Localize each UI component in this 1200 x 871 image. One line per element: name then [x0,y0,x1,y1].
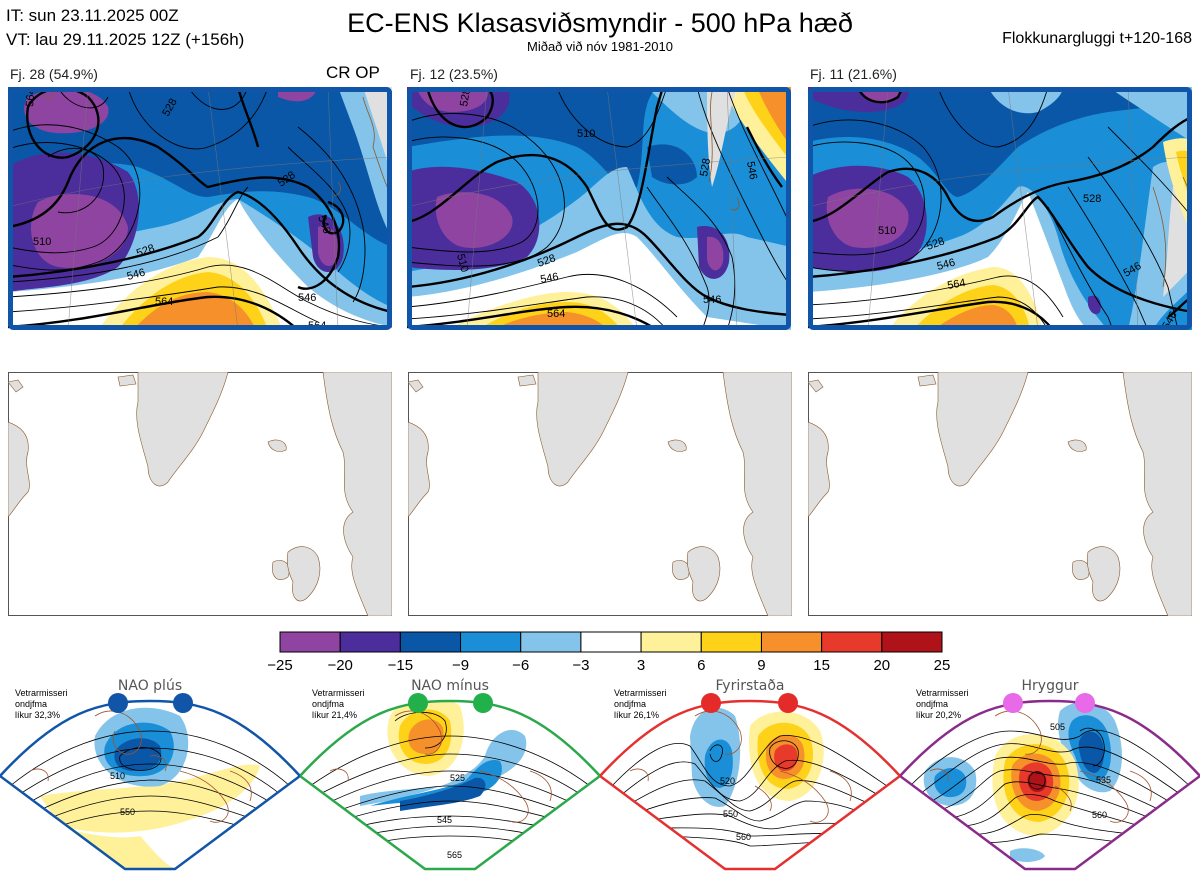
colorbar-bin [700,631,762,653]
contour-label: 550 [723,809,738,819]
regime-name: NAO plús [118,678,182,694]
colorbar-bin [640,631,702,653]
colorbar-bin [339,631,401,653]
contour-label: 565 [447,850,462,860]
page-subtitle: Miðað við nóv 1981-2010 [527,39,673,54]
contour-label: 564 [946,277,966,292]
colorbar-tick-label: 25 [934,657,951,674]
colorbar-bin [520,631,582,653]
regime-text: Vetrarmisseri [312,688,365,698]
regime-probability: líkur 21,4% [312,710,357,720]
colorbar-tick-label: −15 [388,657,413,674]
regime-ridge: Hryggur Vetrarmisseri ondjfma líkur 20,2… [900,678,1200,871]
colorbar-tick-label: 9 [757,657,765,674]
colorbar-tick-label: −20 [327,657,352,674]
contour-label: 564 [155,296,173,308]
colorbar-tick-label: 6 [697,657,705,674]
empty-map-2 [408,372,792,616]
contour-label: 546 [126,267,147,283]
contour-label: 505 [1050,722,1065,732]
contour-label: 560 [1092,810,1107,820]
colorbar-tick-label: 20 [873,657,890,674]
contour-label: 546 [936,257,957,273]
colorbar-tick-label: −9 [452,657,469,674]
empty-map-3 [808,372,1192,616]
contour-label: 545 [437,815,452,825]
regime-probability: líkur 32,3% [15,710,60,720]
cluster-3-map: 510 528 546 564 528 546 546 [808,87,1192,330]
contour-label: 564 [547,308,565,320]
contour-label: 546 [703,294,721,306]
contour-label: 520 [720,776,735,786]
colorbar-tick-label: −6 [512,657,529,674]
colorbar-tick-label: 3 [637,657,645,674]
regime-probability: líkur 20,2% [916,710,961,720]
regime-blocking: Fyrirstaða Vetrarmisseri ondjfma líkur 2… [600,678,900,871]
contour-label: 550 [120,807,135,817]
classification-window: Flokkunargluggi t+120-168 [1002,30,1192,47]
contour-label: 546 [744,160,759,180]
page-title: EC-ENS Klasasviðsmyndir - 500 hPa hæð [347,8,853,38]
colorbar-bin [821,631,883,653]
colorbar-tick-label: 15 [813,657,830,674]
colorbar-bin [279,631,341,653]
regime-nao-plus: NAO plús Vetrarmisseri ondjfma líkur 32,… [0,678,300,871]
colorbar-bin [760,631,823,653]
colorbar-bin [881,631,943,653]
contour-label: 510 [110,771,125,781]
cluster-2-map: 510 528 546 564 546 528 510 528 546 [407,87,791,330]
cluster-1-label: Fj. 28 (54.9%) [10,66,98,82]
contour-label: 546 [539,271,559,286]
regime-text: Vetrarmisseri [916,688,969,698]
contour-label: 525 [450,773,465,783]
empty-map-1 [8,372,392,616]
contour-label: 510 [577,128,595,140]
contour-label: 528 [135,242,156,260]
regime-text: ondjfma [916,699,948,709]
contour-label: 528 [536,252,557,270]
regime-name: NAO mínus [411,678,489,694]
colorbar-bin [399,631,462,653]
regime-text: ondjfma [614,699,646,709]
regime-name: Fyrirstaða [716,678,785,694]
cluster-2-label: Fj. 12 (23.5%) [410,66,498,82]
contour-label: 535 [1096,775,1111,785]
regime-text: ondjfma [15,699,47,709]
regime-name: Hryggur [1022,678,1079,694]
cluster-3-label: Fj. 11 (21.6%) [810,66,897,82]
init-time: IT: sun 23.11.2025 00Z [6,6,179,25]
contour-label: 528 [1083,193,1101,205]
regime-probability: líkur 26,1% [614,710,659,720]
colorbar-tick-label: −25 [267,657,292,674]
contour-label: 528 [925,235,946,253]
regime-text: Vetrarmisseri [15,688,68,698]
cluster-1-extra: CR OP [326,63,380,82]
contour-label: 510 [454,253,470,274]
contour-label: 564 [24,88,38,107]
cluster-1-map: 510 528 546 564 564 546 528 528 546 564 [8,87,392,330]
valid-time: VT: lau 29.11.2025 12Z (+156h) [6,30,245,49]
contour-label: 560 [736,832,751,842]
regime-text: Vetrarmisseri [614,688,667,698]
contour-label: 528 [698,157,713,177]
regime-nao-minus: NAO mínus Vetrarmisseri ondjfma líkur 21… [300,678,600,871]
colorbar-bin [580,631,642,653]
contour-label: 510 [33,236,51,248]
contour-label: 528 [458,87,473,107]
colorbar-bin [460,631,522,653]
contour-label: 510 [878,225,896,237]
regime-text: ondjfma [312,699,344,709]
colorbar-tick-label: −3 [572,657,589,674]
contour-label: 546 [298,292,316,304]
contour-label: 546 [315,214,333,235]
